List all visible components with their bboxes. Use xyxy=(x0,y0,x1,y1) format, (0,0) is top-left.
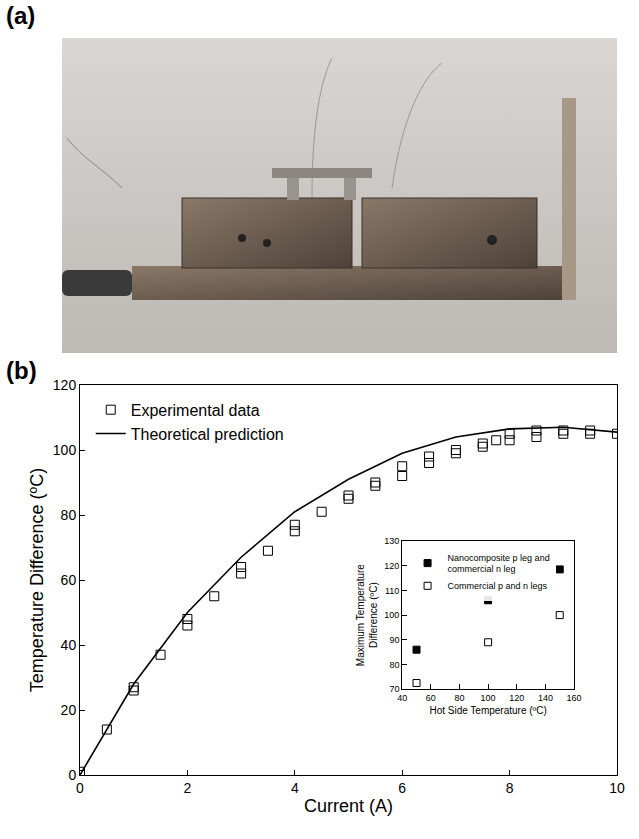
svg-text:100: 100 xyxy=(384,610,399,620)
svg-text:100: 100 xyxy=(53,442,77,458)
svg-text:Current (A): Current (A) xyxy=(304,796,393,816)
svg-text:0: 0 xyxy=(76,780,84,796)
svg-text:140: 140 xyxy=(538,693,553,703)
svg-text:90: 90 xyxy=(389,635,399,645)
svg-text:110: 110 xyxy=(385,586,399,596)
svg-text:40: 40 xyxy=(397,693,407,703)
svg-text:10: 10 xyxy=(609,780,625,796)
html-text:(b): (b) xyxy=(6,357,37,384)
svg-text:130: 130 xyxy=(384,536,399,546)
svg-text:100: 100 xyxy=(481,693,496,703)
svg-text:40: 40 xyxy=(61,637,77,653)
svg-text:Hot Side Temperature (ºC): Hot Side Temperature (ºC) xyxy=(429,705,546,716)
svg-text:80: 80 xyxy=(454,693,464,703)
svg-text:Maximum TemperatureDifference: Maximum TemperatureDifference (ºC) xyxy=(355,564,379,667)
svg-text:60: 60 xyxy=(61,572,77,588)
svg-text:Experimental data: Experimental data xyxy=(131,402,260,419)
svg-text:0: 0 xyxy=(68,767,76,783)
svg-text:120: 120 xyxy=(384,561,399,571)
svg-text:70: 70 xyxy=(389,684,399,694)
svg-text:60: 60 xyxy=(426,693,436,703)
svg-text:2: 2 xyxy=(184,780,192,796)
svg-text:Nanocomposite p leg andcommerc: Nanocomposite p leg andcommercial n leg xyxy=(448,553,550,575)
svg-text:Commercial p and n legs: Commercial p and n legs xyxy=(448,581,548,591)
svg-text:Theoretical prediction: Theoretical prediction xyxy=(131,426,284,443)
svg-text:Temperature Difference (ºC): Temperature Difference (ºC) xyxy=(27,468,47,692)
svg-text:20: 20 xyxy=(61,702,77,718)
svg-text:4: 4 xyxy=(291,780,299,796)
svg-text:120: 120 xyxy=(53,377,77,393)
html-text:(a): (a) xyxy=(6,2,36,29)
svg-text:80: 80 xyxy=(389,660,399,670)
svg-text:160: 160 xyxy=(567,693,582,703)
svg-text:120: 120 xyxy=(509,693,524,703)
svg-text:80: 80 xyxy=(61,507,77,523)
svg-text:6: 6 xyxy=(398,780,406,796)
svg-text:8: 8 xyxy=(506,780,514,796)
